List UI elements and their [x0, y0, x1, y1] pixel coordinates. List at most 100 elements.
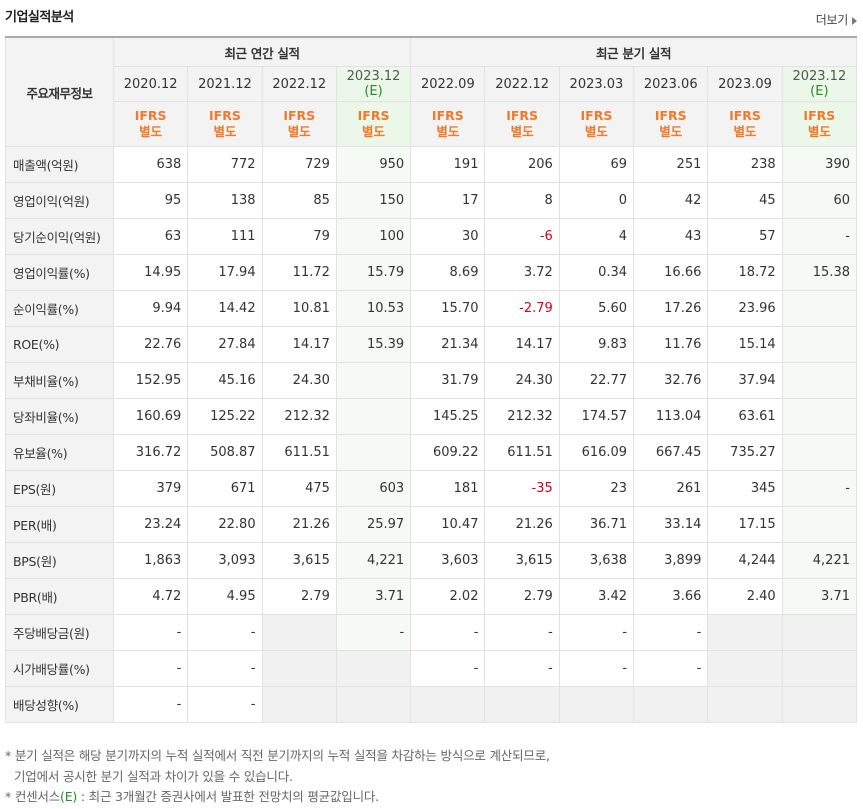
- table-cell: 2.40: [707, 578, 783, 615]
- period-label: 2023.12: [346, 69, 401, 84]
- table-cell: 11.72: [261, 254, 337, 291]
- table-cell: -35: [484, 470, 560, 507]
- period-label: 2022.12: [495, 76, 550, 92]
- table-cell: 14.95: [112, 254, 189, 291]
- period-header: 2023.03: [558, 66, 635, 102]
- table-cell: 0.34: [558, 254, 635, 291]
- table-row: 부채비율(%) 152.95 45.16 24.30 31.79 24.30 22.77 32…: [5, 362, 858, 399]
- ifrs-label: IFRS: [134, 108, 167, 123]
- table-cell: 4.72: [112, 578, 189, 615]
- table-cell: [781, 434, 858, 471]
- table-cell: 15.79: [335, 254, 412, 291]
- table-row: 영업이익률(%) 14.95 17.94 11.72 15.79 8.69 3.72 0.34…: [5, 254, 858, 291]
- table-cell: 191: [410, 146, 486, 183]
- ifrs-label: IFRS: [729, 108, 761, 123]
- table-cell: 43: [633, 218, 709, 255]
- table-cell: 16.66: [633, 254, 709, 291]
- period-header: 2021.12: [187, 66, 263, 102]
- period-label: 2022.09: [420, 76, 475, 92]
- table-cell: 15.14: [707, 326, 783, 363]
- table-cell: 950: [335, 146, 412, 183]
- group-header-quarterly: 최근 분기 실적: [410, 36, 857, 67]
- ifrs-header: IFRS 별도: [410, 101, 486, 147]
- table-cell: 611.51: [484, 434, 560, 471]
- table-row: PBR(배) 4.72 4.95 2.79 3.71 2.02 2.79 3.42 3.66 2.…: [5, 578, 858, 615]
- separate-label: 별도: [139, 124, 163, 139]
- table-cell: [781, 290, 858, 327]
- table-cell: 150: [335, 182, 412, 219]
- estimate-mark: (E): [364, 84, 383, 99]
- table-cell: 379: [112, 470, 189, 507]
- period-header: 2022.12: [261, 66, 337, 102]
- period-label: 2023.12: [792, 69, 847, 84]
- table-cell: 174.57: [558, 398, 635, 435]
- table-cell: -: [484, 650, 560, 687]
- row-label: PER(배): [5, 506, 114, 543]
- table-cell: 2.79: [484, 578, 560, 615]
- table-cell: 3,899: [633, 542, 709, 579]
- chevron-right-icon: [852, 16, 857, 25]
- table-cell: 125.22: [187, 398, 263, 435]
- table-cell: [261, 686, 337, 723]
- table-cell: 3,615: [261, 542, 337, 579]
- ifrs-header: IFRS 별도: [261, 101, 337, 147]
- row-label: 부채비율(%): [5, 362, 114, 399]
- table-row: EPS(원) 379 671 475 603 181 -35 23 261 345-: [5, 470, 858, 507]
- table-cell: 145.25: [410, 398, 486, 435]
- table-cell: 4,244: [707, 542, 783, 579]
- table-cell: 0: [558, 182, 635, 219]
- ifrs-header: IFRS 별도: [558, 101, 635, 147]
- ifrs-header: IFRS 별도: [484, 101, 560, 147]
- row-label: ROE(%): [5, 326, 114, 363]
- table-cell: 11.76: [633, 326, 709, 363]
- table-cell: [410, 686, 486, 723]
- table-cell: -: [410, 614, 486, 651]
- row-label: 영업이익률(%): [5, 254, 114, 291]
- table-cell: [781, 614, 858, 651]
- period-label: 2023.06: [643, 76, 698, 92]
- row-label: 영업이익(억원): [5, 182, 114, 219]
- table-cell: -: [633, 614, 709, 651]
- table-cell: 772: [187, 146, 263, 183]
- row-label: 시가배당률(%): [5, 650, 114, 687]
- table-cell: 79: [261, 218, 337, 255]
- period-label: 2022.12: [272, 76, 327, 92]
- table-row: 영업이익(억원) 95 138 85 150 17 8 0 42 45 60: [5, 182, 858, 219]
- table-cell: 603: [335, 470, 412, 507]
- separate-label: 별도: [659, 124, 683, 139]
- table-cell: 3,093: [187, 542, 263, 579]
- ifrs-label: IFRS: [506, 108, 539, 123]
- footnote-2-prefix: * 컨센서스: [5, 789, 61, 804]
- table-cell: [484, 686, 560, 723]
- table-cell: 3.71: [335, 578, 412, 615]
- table-cell: 69: [558, 146, 635, 183]
- table-cell: 23.24: [112, 506, 189, 543]
- table-row: 유보율(%) 316.72 508.87 611.51 609.22 611.51 616.…: [5, 434, 858, 471]
- table-cell: 45.16: [187, 362, 263, 399]
- table-cell: 63.61: [707, 398, 783, 435]
- table-cell: [781, 398, 858, 435]
- table-cell: 160.69: [112, 398, 189, 435]
- table-cell: 21.26: [484, 506, 560, 543]
- table-cell: 8: [484, 182, 560, 219]
- ifrs-label: IFRS: [209, 108, 241, 123]
- table-cell: 113.04: [633, 398, 709, 435]
- more-link[interactable]: 더보기: [816, 11, 857, 28]
- table-cell: -6: [484, 218, 560, 255]
- table-row: 당기순이익(억원) 63 111 79 100 30 -6 4 43 57-: [5, 218, 858, 255]
- ifrs-header: IFRS 별도: [781, 101, 858, 147]
- period-label: 2020.12: [123, 76, 178, 92]
- table-cell: 671: [187, 470, 263, 507]
- table-cell: 10.81: [261, 290, 337, 327]
- table-cell: 609.22: [410, 434, 486, 471]
- table-cell: 3.72: [484, 254, 560, 291]
- separate-label: 별도: [213, 124, 237, 139]
- table-cell: -: [633, 650, 709, 687]
- table-cell: 15.70: [410, 290, 486, 327]
- table-cell: 45: [707, 182, 783, 219]
- table-cell: 9.94: [112, 290, 189, 327]
- table-cell: 37.94: [707, 362, 783, 399]
- row-label: 순이익률(%): [5, 290, 114, 327]
- table-cell: 22.76: [112, 326, 189, 363]
- table-cell: -: [187, 650, 263, 687]
